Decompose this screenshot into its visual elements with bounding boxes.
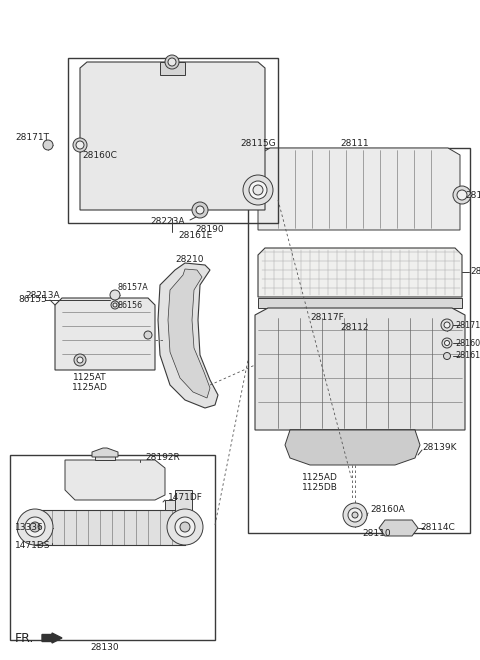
Text: 28114C: 28114C [420, 523, 455, 533]
Polygon shape [160, 62, 185, 75]
Circle shape [30, 522, 40, 532]
Polygon shape [165, 500, 185, 510]
Text: 28111: 28111 [340, 139, 369, 148]
Text: 1125DB: 1125DB [302, 484, 338, 492]
Text: 28117F: 28117F [310, 314, 344, 323]
Text: 28110: 28110 [362, 529, 391, 539]
Polygon shape [65, 460, 165, 500]
Circle shape [76, 141, 84, 149]
Polygon shape [80, 62, 265, 210]
Circle shape [77, 357, 83, 363]
Text: 28160C: 28160C [82, 150, 117, 160]
Polygon shape [175, 490, 192, 512]
Circle shape [74, 354, 86, 366]
Text: 28210: 28210 [176, 255, 204, 265]
Text: 86155: 86155 [18, 296, 47, 304]
Polygon shape [92, 448, 118, 457]
Circle shape [110, 290, 120, 300]
Text: 86156: 86156 [118, 300, 143, 310]
Text: 28112: 28112 [340, 323, 369, 333]
Bar [248, 148, 470, 533]
Polygon shape [168, 269, 210, 398]
Text: 28174H: 28174H [465, 191, 480, 199]
Circle shape [343, 503, 367, 527]
Circle shape [444, 322, 450, 328]
Circle shape [243, 175, 273, 205]
Text: 13336: 13336 [15, 523, 44, 533]
Circle shape [180, 522, 190, 532]
FancyArrow shape [42, 633, 62, 643]
Text: 28160B: 28160B [455, 339, 480, 348]
Text: 1125AD: 1125AD [302, 473, 338, 482]
Text: 28171T: 28171T [15, 133, 49, 143]
Text: 28192R: 28192R [145, 453, 180, 463]
Polygon shape [248, 180, 268, 200]
Circle shape [348, 508, 362, 522]
Circle shape [249, 181, 267, 199]
Circle shape [453, 186, 471, 204]
Bar [10, 455, 215, 640]
Text: 28161E: 28161E [178, 230, 212, 240]
Circle shape [17, 509, 53, 545]
Circle shape [192, 202, 208, 218]
Text: 1125AT: 1125AT [73, 374, 107, 383]
Polygon shape [285, 430, 420, 465]
Text: 28130: 28130 [91, 644, 120, 653]
Text: 28139K: 28139K [422, 444, 456, 453]
Circle shape [457, 190, 467, 200]
Text: 28190: 28190 [195, 226, 224, 234]
Text: 1471DF: 1471DF [168, 492, 203, 502]
Circle shape [168, 58, 176, 66]
Text: 1125AD: 1125AD [72, 383, 108, 393]
Polygon shape [255, 308, 465, 430]
Polygon shape [290, 430, 415, 455]
Text: 28213A: 28213A [25, 290, 60, 300]
Polygon shape [158, 263, 218, 408]
Bar [68, 58, 278, 223]
Circle shape [43, 140, 53, 150]
Circle shape [253, 185, 263, 195]
Text: 1471DS: 1471DS [15, 541, 50, 550]
Circle shape [25, 517, 45, 537]
Circle shape [113, 303, 117, 307]
Circle shape [196, 206, 204, 214]
Polygon shape [95, 455, 115, 460]
Polygon shape [35, 510, 185, 545]
Circle shape [73, 138, 87, 152]
Polygon shape [258, 148, 460, 230]
Circle shape [442, 338, 452, 348]
Text: 86157A: 86157A [118, 284, 149, 292]
Text: 28115G: 28115G [240, 139, 276, 148]
Circle shape [444, 341, 449, 345]
Circle shape [111, 301, 119, 309]
Circle shape [175, 517, 195, 537]
Polygon shape [258, 248, 462, 297]
Polygon shape [55, 298, 155, 370]
Polygon shape [258, 298, 462, 308]
Circle shape [165, 55, 179, 69]
Text: FR.: FR. [15, 632, 35, 645]
Circle shape [144, 331, 152, 339]
Circle shape [352, 512, 358, 518]
Circle shape [167, 509, 203, 545]
Text: 28160A: 28160A [370, 506, 405, 515]
Text: 28223A: 28223A [150, 218, 184, 226]
Polygon shape [379, 520, 418, 536]
Text: 28171K: 28171K [455, 321, 480, 329]
Text: 28161: 28161 [455, 352, 480, 360]
Circle shape [444, 352, 451, 360]
Circle shape [441, 319, 453, 331]
Text: 28113: 28113 [470, 267, 480, 277]
